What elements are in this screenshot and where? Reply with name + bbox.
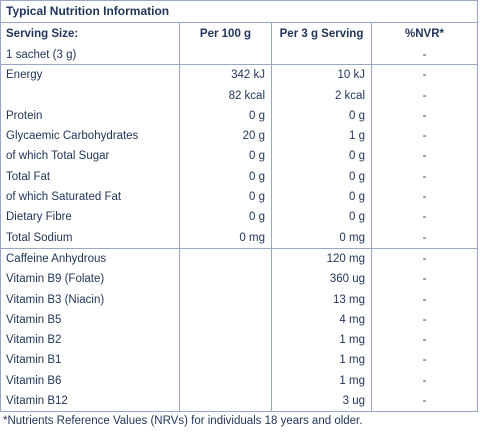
serving-note-serving-empty [272, 45, 371, 66]
nvr-value-cell: - [422, 170, 427, 183]
header-per-100g: Per 100 g [199, 28, 252, 40]
per100-value-cell [180, 290, 271, 310]
per100-value-cell: 0 g [249, 150, 265, 163]
serving-value-cell: 1 g [349, 130, 365, 143]
nvr-value-cell: - [422, 293, 427, 306]
serving-value-cell: 0 g [349, 170, 365, 183]
per100-value-cell: 0 g [249, 109, 265, 122]
nvr-value-cell: - [422, 252, 427, 265]
nutrient-label-cell [1, 86, 179, 106]
serving-value-cell: 4 mg [339, 313, 365, 326]
per100-value-cell: 0 mg [239, 231, 265, 244]
group2-serving: 120 mg 360 ug 13 mg 4 mg 1 mg 1 mg 1 mg 3 ug [272, 249, 371, 411]
serving-value-cell: 0 g [349, 109, 365, 122]
nutrient-label-cell: Total Sodium [6, 231, 73, 244]
serving-value-cell: 10 kJ [337, 69, 366, 82]
nvr-value-cell: - [422, 69, 427, 82]
nvr-value-cell: - [422, 313, 427, 326]
group1-nvr: - - - - - - - - - [372, 65, 477, 248]
nvr-value-cell: - [422, 191, 427, 204]
group1-labels: Energy Protein Glycaemic Carbohydrates of w… [1, 65, 179, 248]
per100-value-cell: 0 g [249, 191, 265, 204]
per100-value-cell: 82 kcal [228, 89, 265, 102]
serving-value-cell: 0 mg [339, 231, 365, 244]
nvr-value-cell: - [422, 374, 427, 387]
group2-per100 [180, 249, 271, 411]
nvr-value-cell: - [422, 130, 427, 143]
nutrient-label-cell: Protein [6, 109, 43, 122]
nutrition-table: Typical Nutrition Information Serving Si… [0, 0, 478, 413]
group1-serving: 10 kJ 2 kcal 0 g 1 g 0 g 0 g 0 g 0 g 0 mg [272, 65, 371, 248]
header-nvr: %NVR* [405, 28, 444, 40]
table-grid: Serving Size: 1 sachet (3 g) Energy Prote… [1, 23, 477, 412]
nutrient-label-cell: Vitamin B9 (Folate) [6, 273, 105, 286]
nutrient-label-cell: Vitamin B1 [6, 354, 62, 367]
per100-value-cell: 0 g [249, 170, 265, 183]
nvr-value-cell: - [422, 211, 427, 224]
serving-value-cell: 120 mg [326, 252, 365, 265]
serving-value-cell: 0 g [349, 191, 365, 204]
group1-per100: 342 kJ 82 kcal 0 g 20 g 0 g 0 g 0 g 0 g 0 mg [180, 65, 271, 248]
per100-value-cell: 20 g [242, 130, 265, 143]
nutrient-label-cell: Caffeine Anhydrous [6, 252, 107, 265]
nutrient-label-cell: Vitamin B12 [6, 395, 68, 408]
per100-value-cell [180, 249, 271, 269]
serving-value-cell: 13 mg [333, 293, 365, 306]
serving-value-cell: 1 mg [339, 374, 365, 387]
nvr-value-cell: - [422, 395, 427, 408]
nvr-value-cell: - [422, 273, 427, 286]
nutrient-label-cell: of which Total Sugar [6, 150, 110, 163]
column-per-100g: Per 100 g 342 kJ 82 kcal 0 g 20 g 0 g 0 g 0 g 0… [180, 23, 272, 412]
serving-note: 1 sachet (3 g) [1, 45, 179, 66]
per100-value-cell: 342 kJ [231, 69, 265, 82]
header-serving-size: Serving Size: [6, 28, 79, 40]
per100-value-cell [180, 330, 271, 350]
serving-value-cell: 1 mg [339, 354, 365, 367]
nutrient-label-cell: Glycaemic Carbohydrates [6, 130, 139, 143]
nutrient-label-cell: Vitamin B6 [6, 374, 62, 387]
column-nutrient: Serving Size: 1 sachet (3 g) Energy Prote… [1, 23, 180, 412]
serving-note-per100-empty [180, 45, 271, 66]
nvr-value-cell: - [422, 109, 427, 122]
table-title: Typical Nutrition Information [1, 1, 477, 23]
footnote: *Nutrients Reference Values (NRVs) for i… [3, 415, 363, 427]
per100-value-cell: 0 g [249, 211, 265, 224]
column-per-serving: Per 3 g Serving 10 kJ 2 kcal 0 g 1 g 0 g 0 g 0… [272, 23, 372, 412]
group2-labels: Caffeine Anhydrous Vitamin B9 (Folate) Vit… [1, 249, 179, 411]
serving-value-cell: 1 mg [339, 334, 365, 347]
nvr-value-cell: - [422, 150, 427, 163]
serving-value-cell: 0 g [349, 211, 365, 224]
header-per-serving: Per 3 g Serving [279, 28, 364, 40]
nutrient-label-cell: Total Fat [6, 170, 51, 183]
nutrient-label-cell: Vitamin B5 [6, 313, 62, 326]
nutrient-label-cell: Vitamin B3 (Niacin) [6, 293, 105, 306]
per100-value-cell [180, 269, 271, 289]
nutrient-label-cell: Energy [6, 69, 43, 82]
per100-value-cell [180, 391, 271, 411]
nvr-value-cell: - [422, 231, 427, 244]
nvr-value-cell: - [422, 354, 427, 367]
per100-value-cell [180, 350, 271, 370]
per100-value-cell [180, 310, 271, 330]
nutrient-label-cell: Vitamin B2 [6, 334, 62, 347]
nutrient-label-cell: of which Saturated Fat [6, 191, 122, 204]
group2-nvr: - - - - - - - - [372, 249, 477, 411]
serving-value-cell: 3 ug [342, 395, 365, 408]
column-nvr: %NVR* - - - - - - - - - - - - - - - - - - [372, 23, 477, 411]
serving-note-nvr: - [372, 45, 477, 66]
nvr-value-cell: - [422, 334, 427, 347]
nvr-value-cell: - [422, 89, 427, 102]
serving-value-cell: 2 kcal [334, 89, 365, 102]
per100-value-cell [180, 371, 271, 391]
nutrient-label-cell: Dietary Fibre [6, 211, 72, 224]
serving-value-cell: 360 ug [329, 273, 365, 286]
serving-value-cell: 0 g [349, 150, 365, 163]
